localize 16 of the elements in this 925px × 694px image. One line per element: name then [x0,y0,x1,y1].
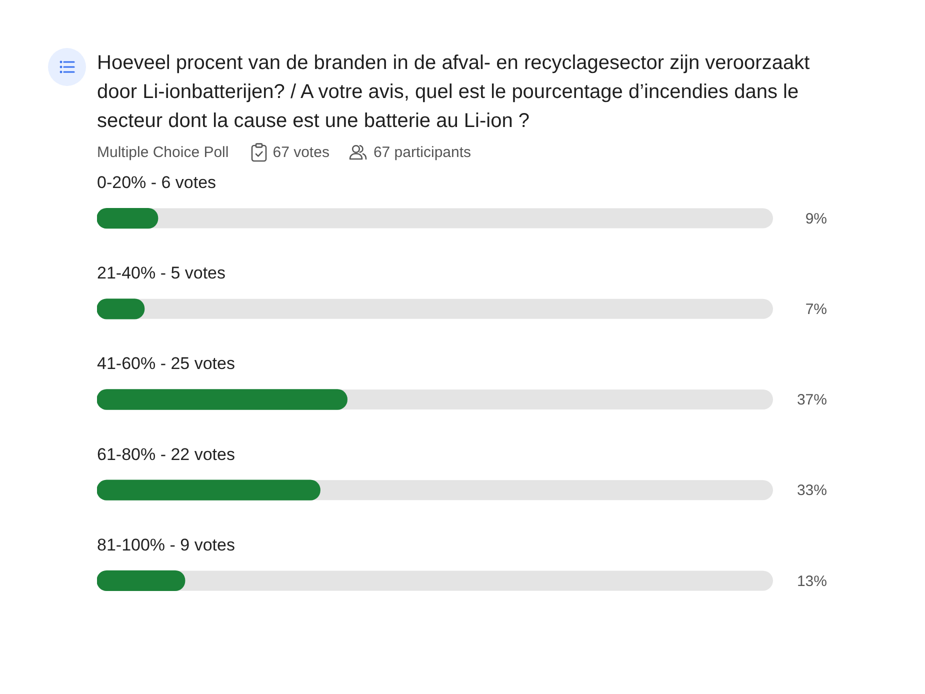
data-label: 33% [796,482,827,500]
data-label: 7% [805,301,827,318]
chart-title: Hoeveel procent van de branden in de afval- en recyclagesector zijn veroorzaakt door Li-ionbatterijen? / A votre avis, quel est le pourcentage d’incendies dans le secteur dont la cause est une batterie au Li-ion ? [97,51,811,134]
data-label: 9% [805,210,827,228]
data-label: 37% [796,392,827,409]
bar [97,208,158,229]
annotation: 67 participants [373,144,472,160]
y-tick-label: 0-20% - 6 votes [97,172,216,192]
bar [97,570,186,592]
annotation: 67 votes [272,144,330,160]
y-tick-label: 81-100% - 9 votes [97,535,235,554]
data-label: 13% [796,572,827,590]
y-tick-label: 61-80% - 22 votes [97,444,235,464]
chart-subtitle: Multiple Choice Poll [97,144,229,160]
y-tick-label: 21-40% - 5 votes [97,264,226,283]
y-tick-label: 41-60% - 25 votes [97,354,235,374]
